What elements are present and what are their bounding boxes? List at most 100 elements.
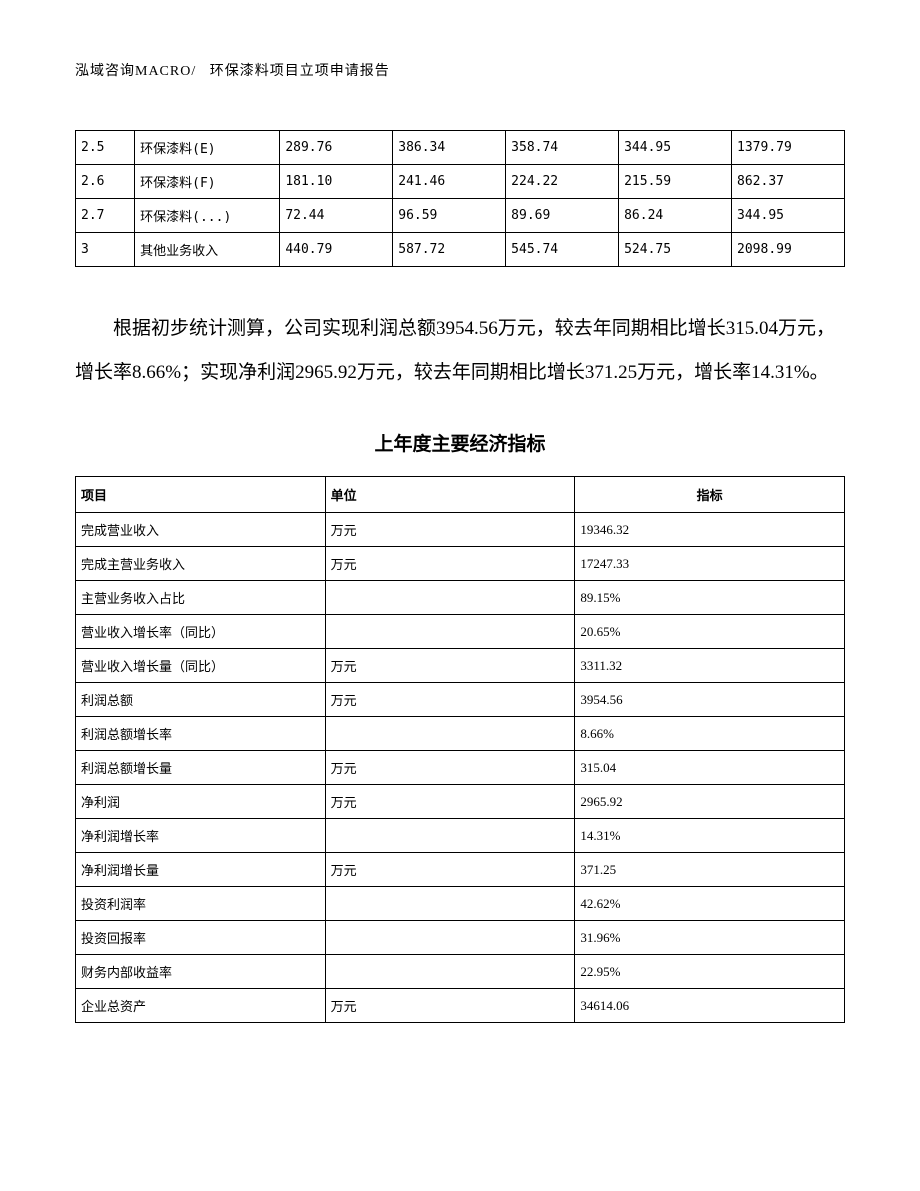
table-cell: 投资回报率: [76, 921, 326, 955]
table-header-row: 项目 单位 指标: [76, 477, 845, 513]
table-cell: 8.66%: [575, 717, 845, 751]
table-cell: 投资利润率: [76, 887, 326, 921]
table-row: 净利润万元2965.92: [76, 785, 845, 819]
table-row: 营业收入增长率（同比）20.65%: [76, 615, 845, 649]
table-cell: 利润总额增长量: [76, 751, 326, 785]
table-cell: 1379.79: [732, 131, 845, 165]
table-cell: 主营业务收入占比: [76, 581, 326, 615]
table-cell: 利润总额: [76, 683, 326, 717]
economic-indicators-table: 项目 单位 指标 完成营业收入万元19346.32完成主营业务收入万元17247…: [75, 476, 845, 1023]
header-item: 项目: [76, 477, 326, 513]
table-cell: 344.95: [732, 199, 845, 233]
table-row: 利润总额增长率 8.66%: [76, 717, 845, 751]
header-company: 泓域咨询MACRO/: [75, 64, 196, 79]
table-cell: 利润总额增长率: [76, 717, 326, 751]
indicators-table-title: 上年度主要经济指标: [75, 429, 845, 456]
table-cell: 22.95%: [575, 955, 845, 989]
table-cell: 3311.32: [575, 649, 845, 683]
table-cell: 净利润增长率: [76, 819, 326, 853]
table-cell: 862.37: [732, 165, 845, 199]
table-cell: [325, 819, 575, 853]
table-cell: 营业收入增长量（同比）: [76, 649, 326, 683]
table-cell: 587.72: [393, 233, 506, 267]
table-cell: 386.34: [393, 131, 506, 165]
table-cell: 86.24: [619, 199, 732, 233]
table-row: 营业收入增长量（同比）万元3311.32: [76, 649, 845, 683]
table-row: 3其他业务收入440.79587.72545.74524.752098.99: [76, 233, 845, 267]
table-row: 投资回报率 31.96%: [76, 921, 845, 955]
table-cell: 万元: [325, 989, 575, 1023]
table-cell: 净利润: [76, 785, 326, 819]
header-title: 环保漆料项目立项申请报告: [210, 64, 390, 79]
table-cell: [325, 615, 575, 649]
table-cell: 3: [76, 233, 135, 267]
table-row: 利润总额万元3954.56: [76, 683, 845, 717]
table-row: 主营业务收入占比 89.15%: [76, 581, 845, 615]
table-cell: 万元: [325, 513, 575, 547]
table-cell: 20.65%: [575, 615, 845, 649]
table-cell: 企业总资产: [76, 989, 326, 1023]
table-cell: [325, 955, 575, 989]
table-cell: [325, 887, 575, 921]
page-header: 泓域咨询MACRO/ 环保漆料项目立项申请报告: [75, 60, 845, 80]
table-cell: 万元: [325, 785, 575, 819]
table-cell: 89.69: [506, 199, 619, 233]
table-cell: 环保漆料(F): [135, 165, 280, 199]
table-cell: [325, 581, 575, 615]
table-cell: 14.31%: [575, 819, 845, 853]
table-cell: 371.25: [575, 853, 845, 887]
table-cell: 224.22: [506, 165, 619, 199]
table-cell: 289.76: [280, 131, 393, 165]
table-row: 完成营业收入万元19346.32: [76, 513, 845, 547]
table-cell: 31.96%: [575, 921, 845, 955]
table-cell: 440.79: [280, 233, 393, 267]
table-row: 2.6环保漆料(F)181.10241.46224.22215.59862.37: [76, 165, 845, 199]
table-cell: 2.7: [76, 199, 135, 233]
table-cell: 财务内部收益率: [76, 955, 326, 989]
table-cell: 完成营业收入: [76, 513, 326, 547]
table-row: 2.5环保漆料(E)289.76386.34358.74344.951379.7…: [76, 131, 845, 165]
table-cell: 72.44: [280, 199, 393, 233]
table-row: 净利润增长率 14.31%: [76, 819, 845, 853]
table-row: 净利润增长量万元371.25: [76, 853, 845, 887]
revenue-breakdown-table: 2.5环保漆料(E)289.76386.34358.74344.951379.7…: [75, 130, 845, 267]
table-cell: 2.5: [76, 131, 135, 165]
table-row: 完成主营业务收入万元17247.33: [76, 547, 845, 581]
table-cell: 环保漆料(...): [135, 199, 280, 233]
table-cell: 315.04: [575, 751, 845, 785]
table-cell: 万元: [325, 751, 575, 785]
table-cell: [325, 717, 575, 751]
table-cell: 净利润增长量: [76, 853, 326, 887]
table-cell: 环保漆料(E): [135, 131, 280, 165]
table-cell: 2.6: [76, 165, 135, 199]
table-cell: 17247.33: [575, 547, 845, 581]
table-cell: 2098.99: [732, 233, 845, 267]
table-cell: 万元: [325, 853, 575, 887]
table-row: 投资利润率 42.62%: [76, 887, 845, 921]
table-cell: 万元: [325, 547, 575, 581]
table-row: 2.7环保漆料(...)72.4496.5989.6986.24344.95: [76, 199, 845, 233]
table-cell: 万元: [325, 649, 575, 683]
table-row: 企业总资产万元34614.06: [76, 989, 845, 1023]
table-cell: 完成主营业务收入: [76, 547, 326, 581]
table-cell: 42.62%: [575, 887, 845, 921]
table-cell: 2965.92: [575, 785, 845, 819]
table-cell: 344.95: [619, 131, 732, 165]
table-cell: 89.15%: [575, 581, 845, 615]
header-unit: 单位: [325, 477, 575, 513]
table-cell: 96.59: [393, 199, 506, 233]
table-cell: 241.46: [393, 165, 506, 199]
summary-paragraph: 根据初步统计测算，公司实现利润总额3954.56万元，较去年同期相比增长315.…: [75, 307, 845, 394]
table-cell: 215.59: [619, 165, 732, 199]
table-cell: 万元: [325, 683, 575, 717]
table-cell: 19346.32: [575, 513, 845, 547]
table-row: 财务内部收益率 22.95%: [76, 955, 845, 989]
table-cell: 34614.06: [575, 989, 845, 1023]
table-cell: 3954.56: [575, 683, 845, 717]
table-cell: [325, 921, 575, 955]
table-cell: 358.74: [506, 131, 619, 165]
table-cell: 545.74: [506, 233, 619, 267]
table-cell: 181.10: [280, 165, 393, 199]
table-cell: 524.75: [619, 233, 732, 267]
header-indicator: 指标: [575, 477, 845, 513]
